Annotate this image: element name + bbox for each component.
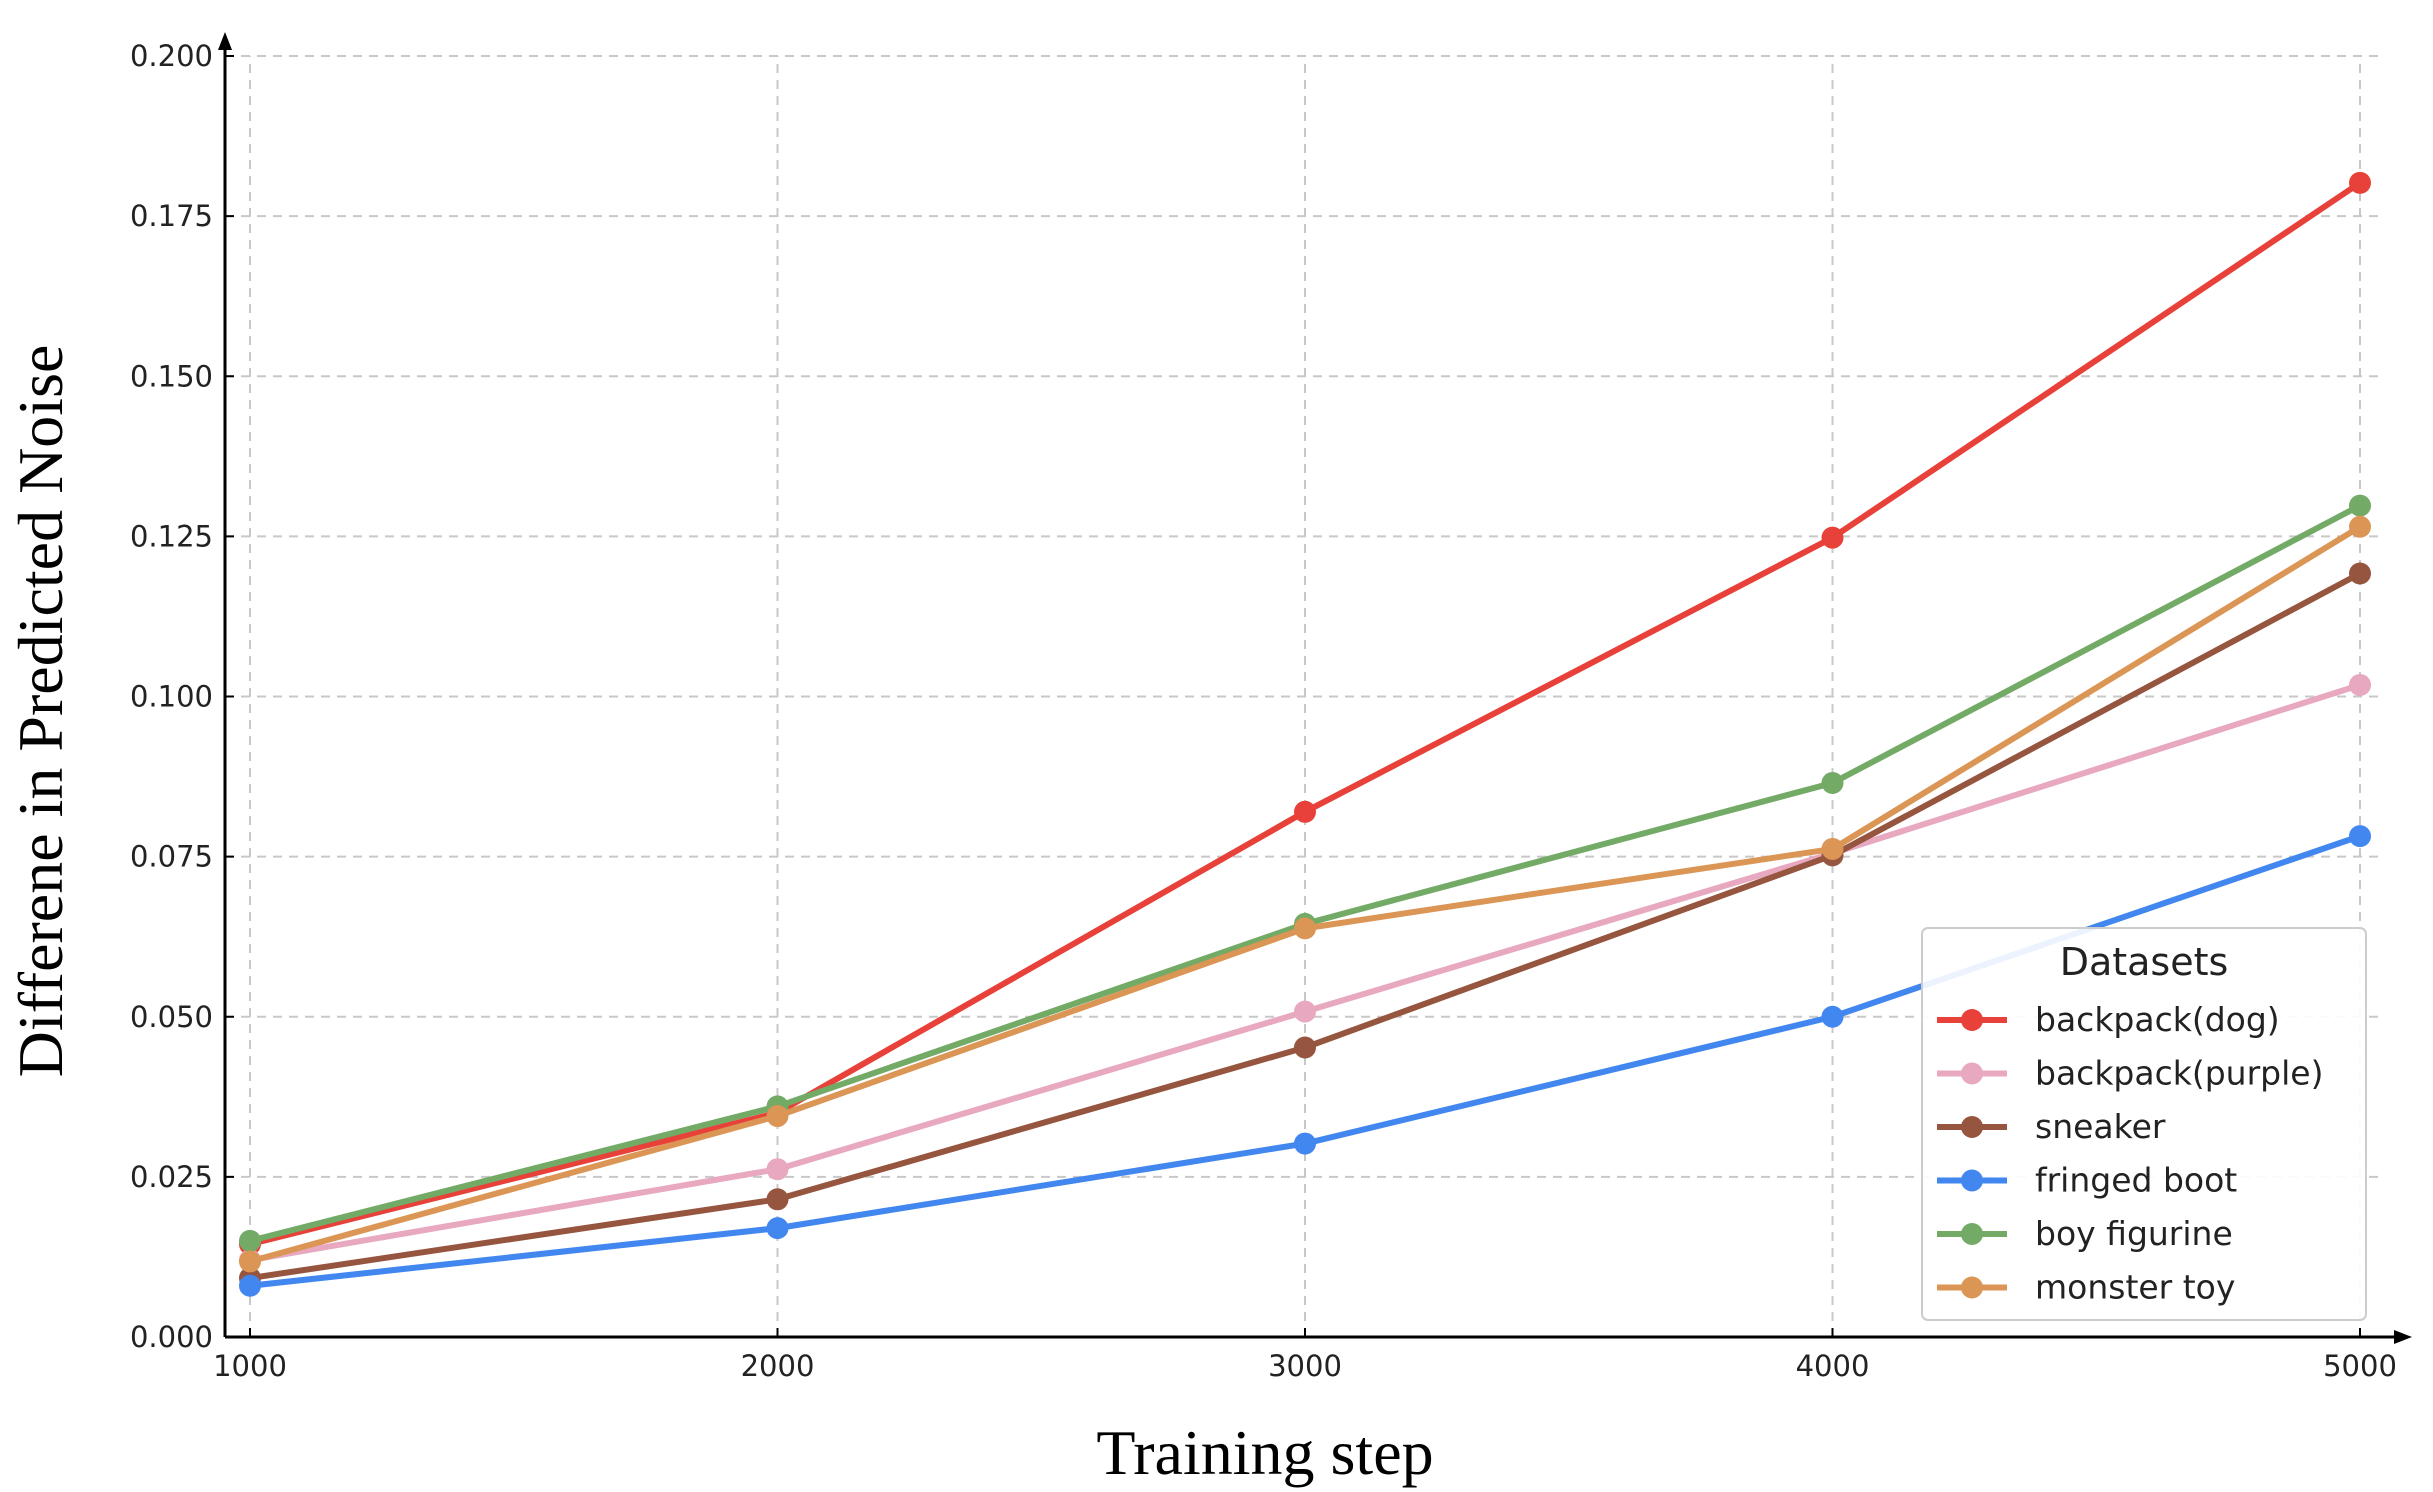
legend-label: boy figurine [2035,1214,2233,1253]
data-point [1294,1000,1316,1023]
axes [218,32,2412,1344]
data-point [1294,800,1316,823]
y-tick-label: 0.200 [130,39,213,73]
data-point [2349,673,2371,696]
y-tick-label: 0.075 [130,840,213,874]
grid [225,55,2385,1337]
legend-marker [1961,1276,1983,1299]
y-ticks: 0.000 0.025 0.050 0.075 0.100 0.125 0.150 0.175… [130,39,234,1354]
data-point [2349,515,2371,538]
y-tick-label: 0.100 [130,680,213,714]
legend-label: backpack(dog) [2035,1000,2280,1039]
legend-label: fringed boot [2035,1161,2237,1200]
legend-item: backpack(purple) [1937,1054,2323,1093]
data-point [1821,837,1844,860]
data-point [239,1250,261,1273]
data-point [1294,1036,1316,1059]
legend-items: backpack(dog) backpack(purple) sneaker frin… [1937,1000,2323,1307]
y-tick-label: 0.000 [130,1320,213,1354]
data-point [1294,917,1316,940]
legend-label: backpack(purple) [2035,1054,2323,1093]
data-point [239,1274,261,1297]
data-point [2349,562,2371,585]
y-tick-label: 0.175 [130,199,213,233]
legend-marker [1961,1223,1983,1245]
legend-marker [1961,1116,1983,1138]
data-point [1821,526,1844,549]
legend: Datasets backpack(dog) backpack(purple) sn… [1921,927,2367,1321]
series-group [239,171,2371,1297]
data-point [239,1229,261,1252]
y-axis-title: Differene in Predicted Noise [5,345,76,1078]
y-tick-label: 0.025 [130,1160,213,1194]
legend-box [1921,927,2367,1321]
data-point [766,1217,789,1240]
legend-marker [1961,1062,1983,1085]
x-tick-label: 2000 [741,1349,815,1383]
legend-label: monster toy [2035,1268,2235,1307]
y-axis-arrow [218,32,232,50]
data-point [766,1105,789,1128]
legend-item: sneaker [1937,1107,2166,1146]
x-tick-label: 3000 [1268,1349,1342,1383]
data-point [1294,1132,1316,1155]
legend-title: Datasets [2060,940,2229,984]
y-tick-label: 0.125 [130,519,213,553]
legend-item: monster toy [1937,1268,2235,1307]
data-point [2349,494,2371,517]
legend-marker [1961,1169,1983,1192]
x-tick-label: 5000 [2323,1349,2397,1383]
y-tick-label: 0.050 [130,1000,213,1034]
x-ticks: 1000 2000 3000 4000 5000 [213,1328,2397,1383]
legend-item: fringed boot [1937,1161,2237,1200]
legend-item: backpack(dog) [1937,1000,2280,1039]
data-point [2349,171,2371,194]
x-axis-arrow [2394,1330,2412,1344]
legend-label: sneaker [2035,1107,2166,1146]
legend-item: boy figurine [1937,1214,2233,1253]
series-monster-toy [239,515,2371,1273]
data-point [1821,771,1844,794]
data-point [766,1158,789,1181]
x-axis-title: Training step [1096,1417,1433,1488]
y-tick-label: 0.150 [130,359,213,393]
data-point [1821,1005,1844,1028]
x-tick-label: 1000 [213,1349,287,1383]
data-point [2349,825,2371,848]
data-point [766,1188,789,1211]
x-tick-label: 4000 [1796,1349,1870,1383]
legend-marker [1961,1009,1983,1031]
